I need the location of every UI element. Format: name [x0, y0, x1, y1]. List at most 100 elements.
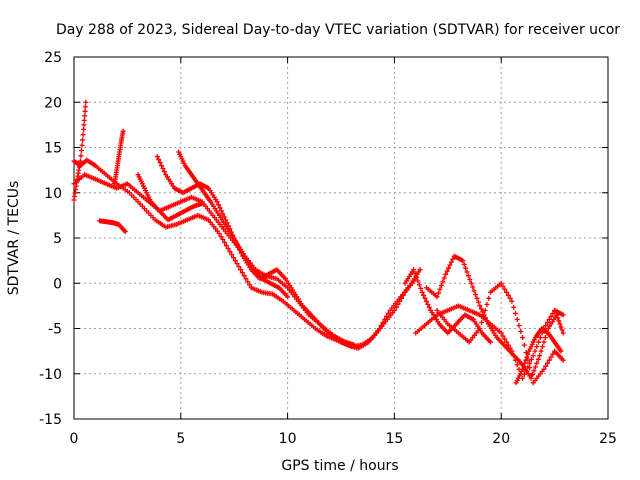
data-point: [558, 348, 564, 354]
data-point: [227, 249, 233, 255]
data-point: [234, 261, 240, 267]
data-point: [399, 295, 405, 301]
data-point: [530, 353, 536, 359]
data-point: [216, 230, 222, 236]
data-point: [484, 301, 490, 307]
data-point: [82, 104, 88, 110]
data-point: [523, 357, 529, 363]
data-point: [470, 284, 476, 290]
data-point: [391, 307, 397, 313]
data-point: [473, 292, 479, 298]
data-point: [498, 280, 504, 286]
data-point: [509, 298, 515, 304]
data-point: [216, 202, 222, 208]
data-point: [80, 132, 86, 138]
data-point: [413, 274, 419, 280]
data-point: [83, 99, 89, 105]
data-point: [438, 283, 444, 289]
series-track-f: [97, 218, 128, 235]
data-point: [436, 290, 442, 296]
data-point: [416, 282, 422, 288]
data-point: [484, 318, 490, 324]
data-point: [422, 295, 428, 301]
data-point: [480, 313, 486, 319]
data-point: [443, 271, 449, 277]
y-tick-label: 20: [44, 95, 62, 111]
data-point: [223, 243, 229, 249]
data-point: [471, 288, 477, 294]
x-tick-label: 5: [176, 431, 185, 447]
data-point: [525, 351, 531, 357]
data-point: [560, 312, 566, 318]
data-point: [425, 301, 431, 307]
data-point: [554, 312, 560, 318]
data-point: [77, 158, 83, 164]
data-point: [538, 348, 544, 354]
data-point: [559, 327, 565, 333]
data-point: [475, 299, 481, 305]
data-point: [539, 344, 545, 350]
data-point: [218, 233, 224, 239]
data-point: [555, 315, 561, 321]
data-point: [243, 276, 249, 282]
data-point: [505, 342, 511, 348]
data-point: [222, 240, 228, 246]
data-point: [217, 205, 223, 211]
data-point: [527, 365, 533, 371]
data-point: [245, 279, 251, 285]
data-point: [397, 298, 403, 304]
data-point: [247, 282, 253, 288]
data-point: [500, 333, 506, 339]
data-point: [412, 270, 418, 276]
x-tick-label: 25: [599, 431, 617, 447]
data-point: [444, 268, 450, 274]
data-point: [558, 324, 564, 330]
data-point: [474, 295, 480, 301]
y-axis-label: SDTVAR / TECUs: [6, 181, 22, 296]
data-point: [479, 319, 485, 325]
data-point: [400, 292, 406, 298]
data-point: [544, 319, 550, 325]
data-point: [460, 258, 466, 264]
data-point: [157, 160, 163, 166]
data-point: [542, 335, 548, 341]
data-point: [448, 259, 454, 265]
series-track-i: [434, 280, 566, 386]
data-point: [537, 335, 543, 341]
data-point: [550, 310, 556, 316]
data-point: [521, 342, 527, 348]
data-point: [463, 265, 469, 271]
data-point: [502, 286, 508, 292]
data-point: [423, 298, 429, 304]
data-point: [81, 122, 87, 128]
data-point: [524, 354, 530, 360]
data-point: [440, 279, 446, 285]
data-point: [528, 356, 534, 362]
data-point: [218, 208, 224, 214]
data-point: [505, 292, 511, 298]
data-point: [541, 339, 547, 345]
data-point: [543, 363, 549, 369]
data-point: [81, 117, 87, 123]
data-point: [418, 286, 424, 292]
data-point: [468, 280, 474, 286]
data-point: [532, 348, 538, 354]
data-point: [531, 368, 537, 374]
axis-ticks: [73, 56, 609, 420]
data-point: [419, 289, 425, 295]
data-point: [546, 357, 552, 363]
data-point: [120, 128, 126, 134]
data-point: [220, 237, 226, 243]
data-point: [520, 375, 526, 381]
series-track-d: [176, 149, 291, 300]
data-point: [500, 283, 506, 289]
data-point: [421, 292, 427, 298]
data-point: [550, 351, 556, 357]
data-point: [447, 262, 453, 268]
data-point: [80, 137, 86, 143]
x-tick-label: 15: [385, 431, 403, 447]
series-spike-1: [71, 99, 89, 203]
data-point: [82, 108, 88, 114]
data-point: [534, 360, 540, 366]
